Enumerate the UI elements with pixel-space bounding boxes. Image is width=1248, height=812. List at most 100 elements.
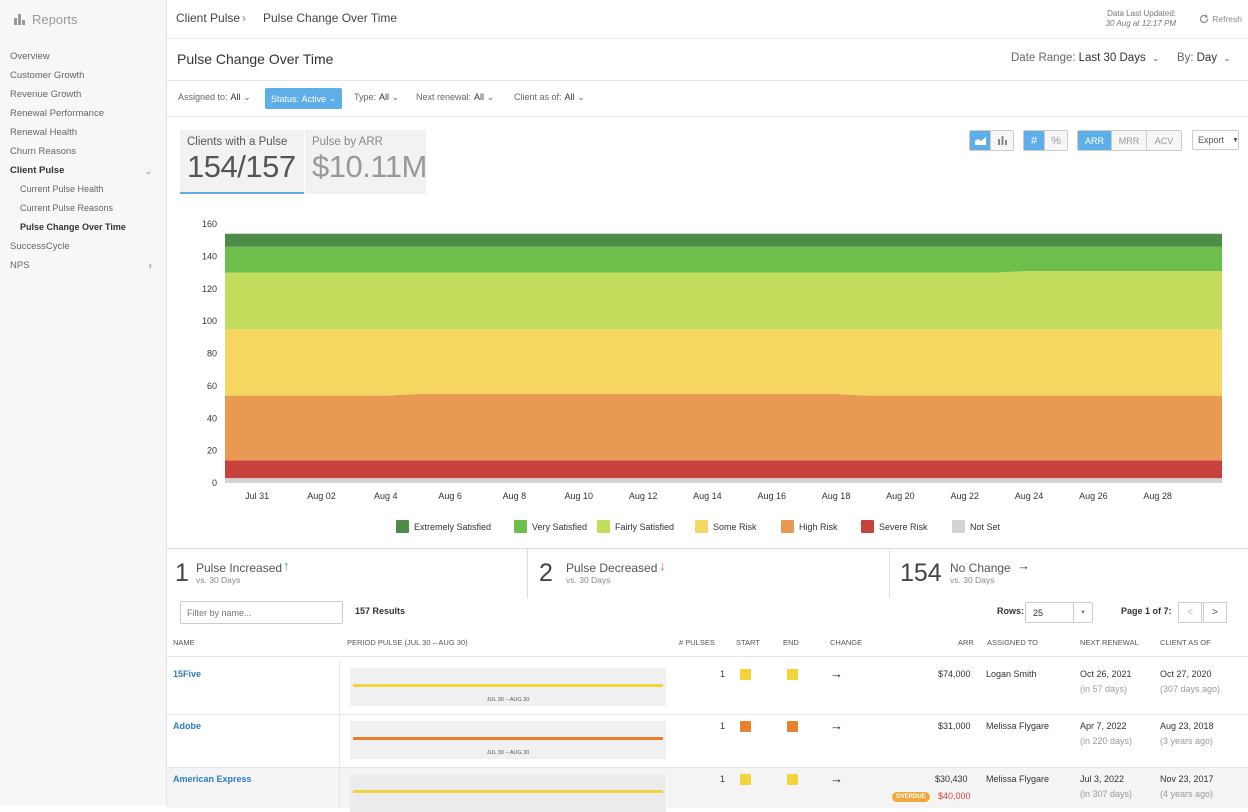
- tab-pulse-by-arr[interactable]: Pulse by ARR $10.11M: [305, 130, 427, 194]
- date-range-label: Date Range:: [1011, 52, 1076, 64]
- overdue-badge: OVERDUE: [892, 792, 930, 802]
- area-series-high-risk: [225, 393, 1222, 461]
- x-tick-label: Aug 26: [1079, 491, 1108, 501]
- arrow-right-icon: →: [830, 666, 843, 681]
- chevron-down-icon: ⌄: [328, 93, 337, 103]
- y-tick-label: 60: [207, 381, 217, 391]
- client-name-link[interactable]: 15Five: [173, 669, 202, 679]
- col-pulses[interactable]: # Pulses: [679, 638, 715, 647]
- legend-label: Not Set: [970, 522, 1001, 532]
- type-filter[interactable]: Type: All ⌄: [354, 92, 399, 103]
- chevron-down-icon[interactable]: ⌄: [144, 166, 152, 176]
- by-select[interactable]: By: Day ⌄: [1177, 52, 1231, 64]
- table-row[interactable]: American Express 1 → $30,430 OVERDUE $40…: [167, 768, 1248, 812]
- col-change[interactable]: Change: [830, 638, 863, 647]
- x-tick-label: Aug 4: [374, 491, 398, 501]
- export-dropdown[interactable]: Export ▼: [1192, 130, 1239, 150]
- client-name-link[interactable]: American Express: [173, 774, 252, 784]
- tab-clients-with-pulse[interactable]: Clients with a Pulse 154/157: [180, 130, 304, 194]
- sidebar-item-renewal-health[interactable]: Renewal Health: [10, 127, 78, 138]
- sidebar-item-revenue-growth[interactable]: Revenue Growth: [10, 89, 82, 100]
- status-filter[interactable]: Status: Active ⌄: [265, 88, 343, 109]
- table-row[interactable]: 15Five JUL 30 – AUG 30 1 → $74,000 Logan…: [167, 662, 1248, 715]
- legend-swatch: [952, 520, 965, 533]
- area-chart-button[interactable]: [970, 131, 991, 150]
- sidebar-item-nps[interactable]: NPS: [10, 260, 30, 271]
- assigned-to: Melissa Flygare: [986, 774, 1050, 784]
- percent-button[interactable]: %: [1045, 131, 1067, 150]
- prev-page-button[interactable]: <: [1178, 602, 1202, 623]
- sidebar-item-overview[interactable]: Overview: [10, 51, 50, 62]
- end-pulse-swatch: [787, 669, 798, 680]
- breadcrumb-current: Pulse Change Over Time: [263, 11, 398, 25]
- rows-per-page-select[interactable]: 25 ▼: [1025, 602, 1093, 623]
- sidebar-header[interactable]: Reports: [0, 0, 166, 38]
- y-tick-label: 100: [202, 316, 217, 326]
- sidebar-item-current-pulse-reasons[interactable]: Current Pulse Reasons: [20, 203, 114, 213]
- no-change-sub: vs. 30 Days: [950, 575, 995, 585]
- client-name-link[interactable]: Adobe: [173, 721, 201, 731]
- col-end[interactable]: End: [783, 638, 799, 647]
- y-tick-label: 140: [202, 251, 217, 261]
- sidebar-item-client-pulse[interactable]: Client Pulse: [10, 165, 65, 176]
- col-assigned-to[interactable]: Assigned To: [987, 638, 1038, 647]
- legend-swatch: [695, 520, 708, 533]
- legend-swatch: [861, 520, 874, 533]
- col-client-as-of[interactable]: Client As Of: [1160, 638, 1211, 647]
- sidebar-item-current-pulse-health[interactable]: Current Pulse Health: [20, 184, 104, 194]
- x-tick-label: Aug 28: [1143, 491, 1172, 501]
- count-button[interactable]: #: [1024, 131, 1045, 150]
- period-pulse-bar: JUL 30 – AUG 30: [350, 668, 667, 706]
- client-as-of-filter[interactable]: Client as of: All ⌄: [514, 92, 585, 103]
- y-tick-label: 0: [212, 478, 217, 488]
- page-indicator: Page 1 of 7:: [1121, 606, 1172, 616]
- legend-label: Some Risk: [713, 522, 757, 532]
- area-series-some-risk: [225, 329, 1222, 396]
- sidebar-item-pulse-change-over-time[interactable]: Pulse Change Over Time: [20, 222, 126, 232]
- x-tick-label: Aug 24: [1015, 491, 1044, 501]
- assigned-to-filter[interactable]: Assigned to: All ⌄: [178, 92, 251, 103]
- sidebar-item-customer-growth[interactable]: Customer Growth: [10, 70, 85, 81]
- bar-chart-button[interactable]: [991, 131, 1013, 150]
- sidebar-item-renewal-performance[interactable]: Renewal Performance: [10, 108, 104, 119]
- client-as-of-relative: (3 years ago): [1160, 736, 1214, 746]
- assigned-value: All: [230, 92, 241, 102]
- summary-decreased: 2 Pulse Decreased ↓ vs. 30 Days: [529, 549, 890, 598]
- date-range-select[interactable]: Date Range: Last 30 Days ⌄: [1011, 52, 1159, 64]
- increased-sub: vs. 30 Days: [196, 575, 241, 585]
- arr-button[interactable]: ARR: [1078, 131, 1112, 150]
- area-series-extremely-satisfied: [225, 233, 1222, 247]
- summary-increased: 1 Pulse Increased ↑ vs. 30 Days: [167, 549, 528, 598]
- sidebar-item-churn-reasons[interactable]: Churn Reasons: [10, 146, 77, 157]
- decreased-number: 2: [539, 559, 553, 587]
- next-renewal-filter[interactable]: Next renewal: All ⌄: [416, 92, 494, 103]
- date-range-value: Last 30 Days: [1078, 52, 1146, 64]
- column-divider: [339, 662, 340, 714]
- sidebar-item-successcycle[interactable]: SuccessCycle: [10, 241, 70, 252]
- next-page-button[interactable]: >: [1203, 602, 1227, 623]
- mrr-button[interactable]: MRR: [1112, 131, 1147, 150]
- col-arr[interactable]: ARR: [958, 638, 974, 647]
- period-caption: JUL 30 – AUG 30: [486, 697, 530, 703]
- end-pulse-swatch: [787, 721, 798, 732]
- table-row[interactable]: Adobe JUL 30 – AUG 30 1 → $31,000 Meliss…: [167, 715, 1248, 768]
- col-start[interactable]: Start: [736, 638, 760, 647]
- acv-button[interactable]: ACV: [1147, 131, 1181, 150]
- pulse-area-chart: 0 20 40 60 80 100 120 140 160 Jul 31 Aug 02 Aug 4 A…: [202, 219, 1222, 533]
- type-value: All: [379, 92, 390, 102]
- chevron-right-icon[interactable]: ›: [148, 260, 152, 272]
- col-next-renewal[interactable]: Next Renewal: [1080, 638, 1139, 647]
- col-period-pulse[interactable]: Period Pulse (Jul 30 – Aug 30): [347, 638, 468, 647]
- filter-by-name-input[interactable]: [180, 601, 343, 624]
- data-last-updated: Data Last Updated: 30 Aug at 12:17 PM: [1106, 9, 1176, 29]
- refresh-button[interactable]: Refresh: [1199, 14, 1242, 24]
- client-as-of: Nov 23, 2017: [1160, 774, 1214, 784]
- next-renewal-relative: (in 57 days): [1080, 684, 1128, 694]
- renewal-value: All: [474, 92, 485, 102]
- column-divider: [339, 768, 340, 808]
- col-name[interactable]: Name: [173, 638, 195, 647]
- x-tick-label: Aug 20: [886, 491, 915, 501]
- area-series-fairly-satisfied: [225, 270, 1222, 330]
- increased-number: 1: [175, 559, 189, 587]
- breadcrumb-client-pulse[interactable]: Client Pulse: [176, 11, 241, 25]
